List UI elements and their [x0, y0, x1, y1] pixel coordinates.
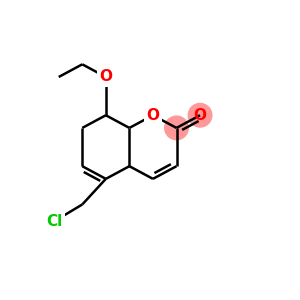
Circle shape	[165, 116, 188, 140]
Circle shape	[188, 103, 212, 127]
Text: O: O	[194, 108, 207, 123]
Text: O: O	[99, 70, 112, 85]
Text: O: O	[146, 108, 159, 123]
Text: Cl: Cl	[46, 214, 62, 229]
